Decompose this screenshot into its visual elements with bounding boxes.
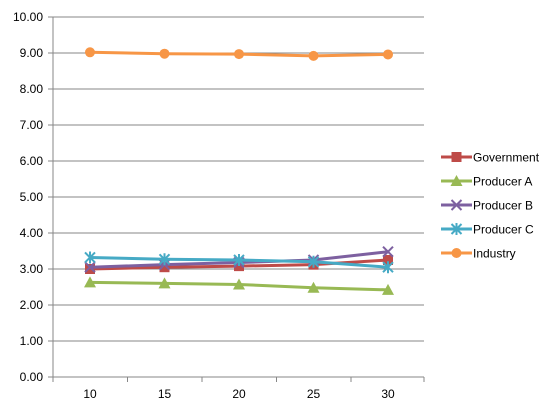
series-lines: [84, 47, 394, 295]
x-tick-label: 15: [158, 387, 172, 401]
legend-entry: Producer C: [441, 223, 534, 237]
circle-marker: [383, 49, 393, 60]
triangle-marker: [233, 278, 245, 290]
x-marker: [382, 246, 394, 258]
y-tick-label: 10.00: [13, 10, 43, 24]
triangle-marker: [84, 276, 96, 288]
x-marker: [84, 261, 96, 273]
y-tick-label: 2.00: [20, 298, 44, 312]
x-tick-label: 25: [307, 387, 321, 401]
legend-label: Producer A: [473, 175, 532, 189]
x-marker: [450, 199, 463, 211]
x-tick-label: 30: [381, 387, 395, 401]
series-producer-a: [84, 276, 394, 295]
legend-label: Producer B: [473, 199, 533, 213]
y-tick-label: 5.00: [20, 190, 44, 204]
legend-label: Producer C: [473, 223, 534, 237]
star-marker: [382, 261, 394, 274]
legend-entry: Government: [441, 151, 540, 165]
gridlines: [53, 16, 424, 378]
square-marker: [383, 255, 393, 265]
square-marker: [451, 152, 462, 162]
star-marker: [233, 254, 245, 266]
y-tick-label: 9.00: [20, 46, 44, 60]
legend-entry: Industry: [441, 247, 516, 261]
star-marker: [84, 251, 96, 264]
y-tick-label: 3.00: [20, 262, 44, 276]
star-marker: [307, 255, 320, 268]
legend-label: Industry: [473, 247, 516, 261]
triangle-marker: [450, 175, 463, 186]
y-tick-label: 8.00: [20, 82, 44, 96]
y-tick-label: 4.00: [20, 226, 44, 240]
circle-marker: [234, 49, 244, 60]
y-tick-label: 0.00: [20, 370, 44, 384]
x-tick-label: 20: [232, 387, 246, 401]
star-marker: [158, 253, 171, 266]
square-marker: [159, 262, 170, 273]
legend: Government Producer A Producer B Producer C…: [441, 151, 540, 261]
axes: 0.00 1.00 2.00 3.00 4.00 5.00 6.00 7.00 8.00 9.00…: [13, 10, 425, 401]
legend-entry: Producer B: [441, 199, 533, 213]
series-producer-c: [84, 251, 394, 274]
triangle-marker: [382, 283, 394, 295]
circle-marker: [308, 50, 319, 61]
circle-marker: [85, 47, 95, 58]
y-tick-label: 7.00: [20, 118, 44, 132]
triangle-marker: [158, 277, 171, 289]
legend-entry: Producer A: [441, 175, 532, 189]
star-marker: [450, 223, 463, 235]
circle-marker: [451, 248, 462, 258]
circle-marker: [159, 48, 170, 59]
y-tick-label: 6.00: [20, 154, 44, 168]
series-industry: [85, 47, 393, 61]
x-tick-label: 10: [83, 387, 97, 401]
triangle-marker: [307, 281, 320, 293]
square-marker: [85, 264, 95, 274]
legend-label: Government: [473, 151, 540, 165]
y-tick-label: 1.00: [20, 334, 44, 348]
square-marker: [234, 261, 244, 272]
